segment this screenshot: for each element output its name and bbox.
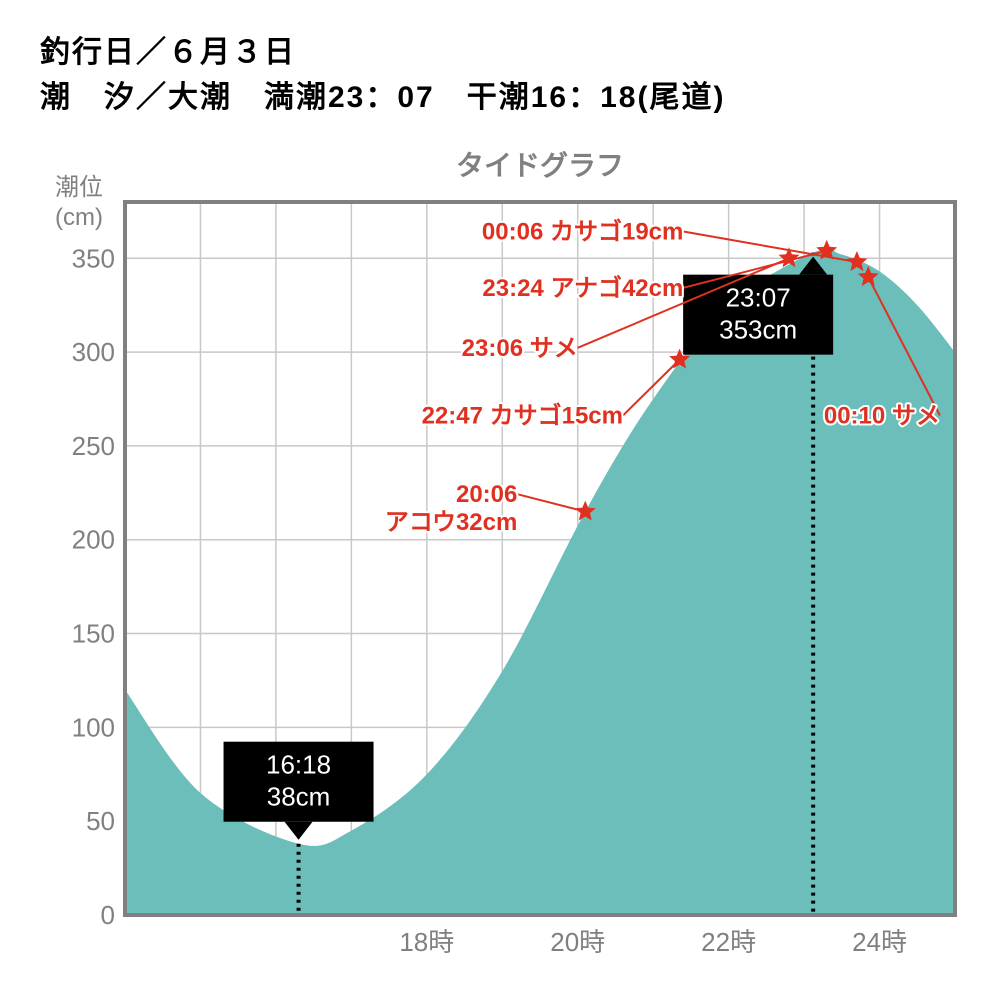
tide-marker-height: 353cm [719, 315, 797, 345]
tide-chart-svg: タイドグラフ潮位 (cm) 0 50 100 150 200 250 300 350 18時 20時 2… [30, 140, 970, 990]
chart-title: タイドグラフ [456, 150, 624, 181]
catch-label: 23:06 サメ [462, 335, 578, 362]
catch-label: 00:10 サメ [824, 402, 940, 429]
y-axis-label: 潮位 [55, 174, 103, 201]
x-tick-label: 18時 [399, 927, 454, 957]
catch-label: アコウ32cm [385, 509, 517, 536]
tide-chart: タイドグラフ潮位 (cm) 0 50 100 150 200 250 300 350 18時 20時 2… [30, 140, 970, 990]
y-tick-label: 100 [72, 712, 115, 742]
y-tick-label: 350 [72, 243, 115, 273]
x-tick-label: 22時 [701, 927, 756, 957]
header: 釣行日／６月３日 潮 汐／大潮 満潮23：07 干潮16：18(尾道) [0, 0, 1000, 130]
header-line2: 潮 汐／大潮 満潮23：07 干潮16：18(尾道) [40, 75, 960, 120]
y-tick-label: 50 [86, 806, 115, 836]
x-tick-label: 20時 [550, 927, 605, 957]
y-tick-label: 200 [72, 525, 115, 555]
y-tick-label: 150 [72, 619, 115, 649]
y-tick-label: 300 [72, 337, 115, 367]
y-tick-label: 250 [72, 431, 115, 461]
catch-label: 23:24 アナゴ42cm [482, 274, 683, 302]
header-line1: 釣行日／６月３日 [40, 30, 960, 75]
y-tick-label: 0 [101, 900, 115, 930]
catch-label: 22:47 カサゴ15cm [422, 401, 623, 429]
y-axis-unit: (cm) [55, 204, 103, 231]
tide-marker-time: 23:07 [726, 283, 791, 313]
catch-label: 00:06 カサゴ19cm [482, 218, 683, 246]
tide-marker-height: 38cm [267, 782, 331, 812]
x-tick-label: 24時 [852, 927, 907, 957]
catch-label: 20:06 [456, 481, 517, 508]
tide-marker-time: 16:18 [266, 750, 331, 780]
